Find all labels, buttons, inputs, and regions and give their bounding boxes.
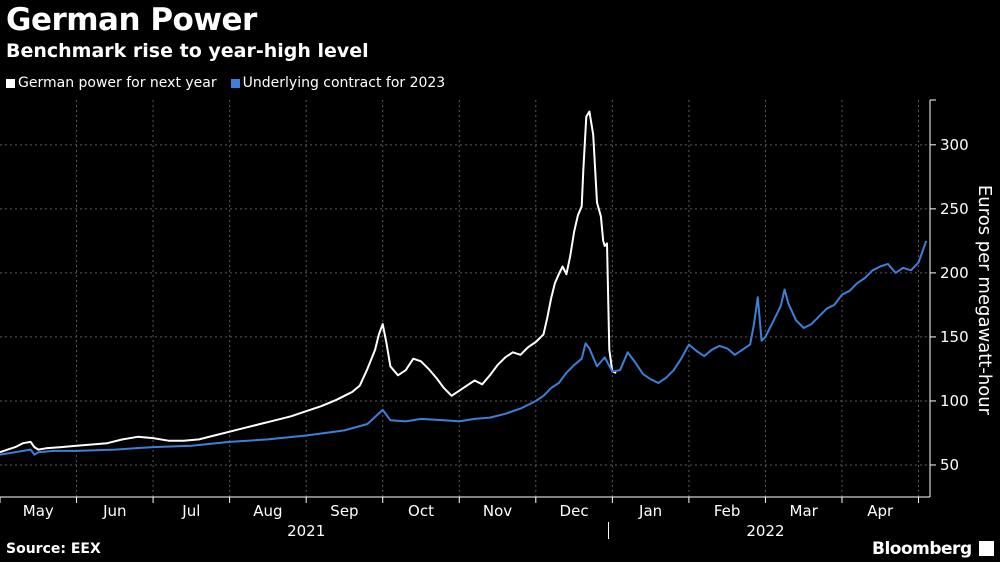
x-tick-label-nov: Nov [483, 502, 512, 520]
x-tick-label-jul: Jul [181, 502, 200, 520]
legend-label-2023: Underlying contract for 2023 [242, 75, 446, 91]
x-tick-label-may: May [23, 502, 54, 520]
y-tick-label-250: 250 [940, 200, 969, 218]
chart-title: German Power [6, 2, 257, 38]
legend-swatch-white [6, 78, 15, 88]
y-tick-label-300: 300 [940, 136, 969, 154]
year-label-2022: 2022 [746, 522, 784, 540]
x-tick-label-jun: Jun [102, 502, 126, 520]
x-tick-label-feb: Feb [714, 502, 741, 520]
series-line-1 [0, 240, 928, 456]
legend-swatch-blue [230, 78, 240, 88]
x-tick-label-aug: Aug [253, 502, 282, 520]
y-tick-label-200: 200 [940, 264, 969, 282]
bloomberg-logo-icon [979, 541, 994, 556]
year-label-2021: 2021 [287, 522, 325, 540]
series-line-0 [0, 110, 617, 454]
y-axis-title: Euros per megawatt-hour [974, 185, 995, 416]
x-tick-label-jan: Jan [638, 502, 662, 520]
legend: German power for next year Underlying co… [6, 75, 445, 91]
source-note: Source: EEX [6, 541, 101, 557]
x-tick-label-oct: Oct [408, 502, 434, 520]
x-tick-label-dec: Dec [560, 502, 589, 520]
legend-item-2023: Underlying contract for 2023 [230, 75, 446, 91]
y-tick-label-50: 50 [940, 456, 959, 474]
y-tick-label-150: 150 [940, 328, 969, 346]
chart-subtitle: Benchmark rise to year-high level [6, 40, 369, 62]
x-tick-label-mar: Mar [790, 502, 819, 520]
x-tick-label-apr: Apr [867, 502, 894, 520]
brand-logo-text: Bloomberg [872, 539, 972, 559]
y-tick-label-100: 100 [940, 392, 969, 410]
x-tick-label-sep: Sep [330, 502, 358, 520]
legend-label-next-year: German power for next year [18, 75, 217, 91]
legend-item-next-year: German power for next year [6, 75, 217, 91]
